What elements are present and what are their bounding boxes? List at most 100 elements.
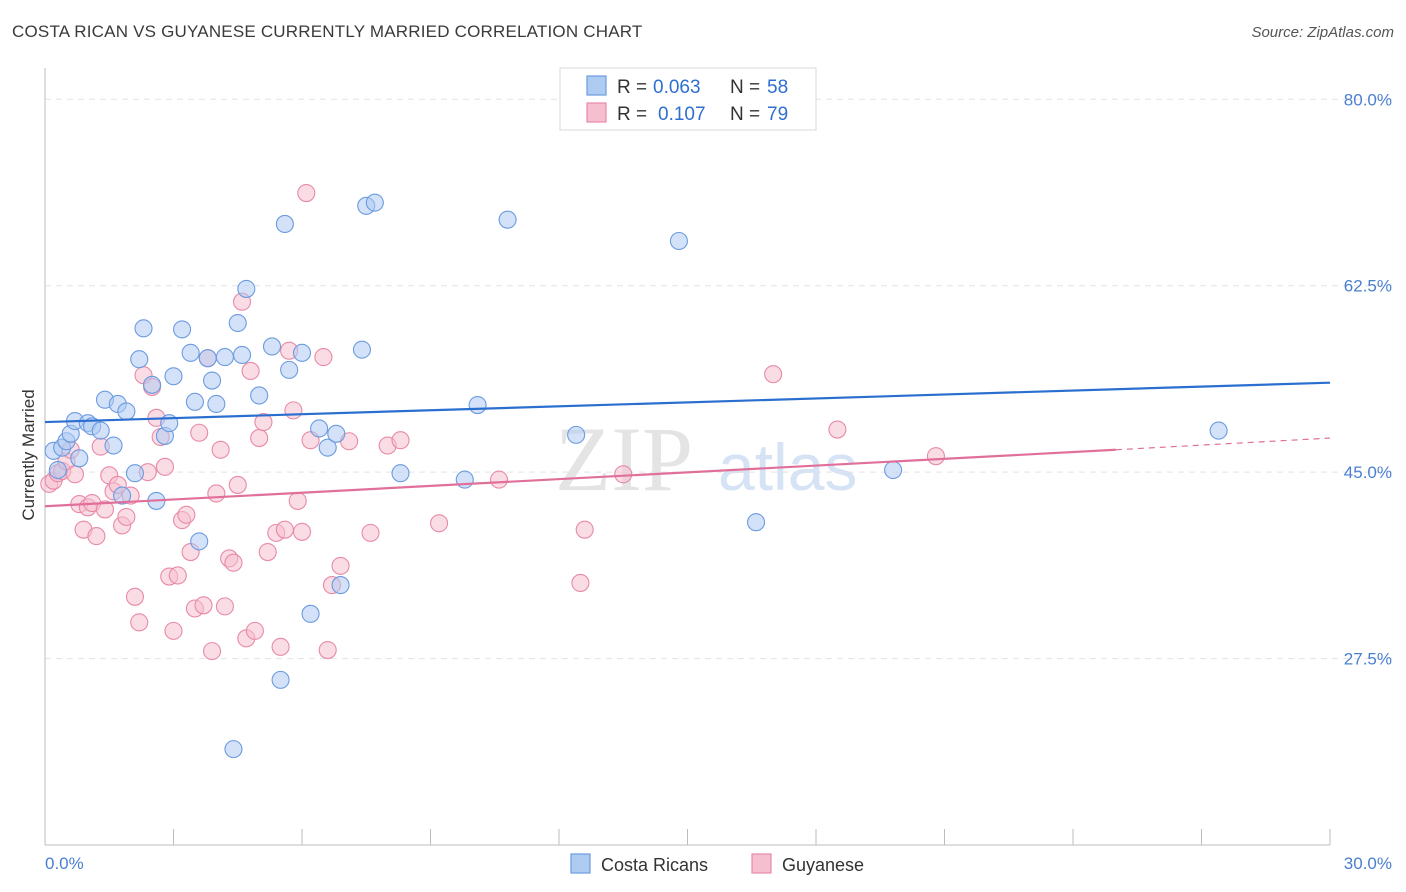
x-tick-label: 0.0% [45, 854, 84, 873]
costa-ricans-point [198, 349, 217, 368]
axes [44, 68, 1331, 846]
costa-ricans-point [331, 576, 350, 595]
costa-ricans-point [181, 343, 200, 362]
y-tick-label: 45.0% [1344, 463, 1392, 482]
guyanese-point [241, 361, 260, 381]
legend-r-label: R = [617, 77, 647, 98]
guyanese-point [164, 621, 183, 640]
y-tick-labels: 27.5% 45.0% 62.5% 80.0% [1344, 90, 1392, 668]
costa-ricans-trend-line [44, 381, 1331, 424]
guyanese-point [130, 613, 149, 632]
legend-r-value: 0.063 [653, 77, 701, 98]
y-tick-label: 27.5% [1344, 650, 1392, 669]
guyanese-point [228, 475, 247, 494]
costa-ricans-point [271, 670, 290, 689]
guyanese-point [177, 505, 196, 524]
guyanese-point [203, 642, 222, 661]
guyanese-point [211, 440, 230, 459]
source-label: Source: ZipAtlas.com [1251, 24, 1394, 41]
legend-swatch-costa-ricans [586, 75, 607, 96]
costa-ricans-point [228, 313, 247, 333]
costa-ricans-point [250, 386, 269, 405]
guyanese-point [271, 637, 290, 656]
costa-ricans-point [130, 350, 149, 369]
y-axis-label: Currently Married [19, 389, 38, 520]
guyanese-point [117, 507, 136, 526]
costa-ricans-point [292, 343, 312, 362]
costa-ricans-point [567, 425, 586, 444]
guyanese-trend-line [44, 448, 1116, 508]
watermark-zip: ZIP [555, 408, 693, 510]
legend: R = 0.063 N = 58 R = 0.107 N = 79 [559, 67, 817, 131]
legend-n-value: 79 [767, 104, 788, 125]
costa-ricans-point [746, 513, 766, 532]
chart-title: COSTA RICAN VS GUYANESE CURRENTLY MARRIE… [12, 22, 643, 41]
costa-ricans-point [134, 319, 153, 338]
costa-ricans-point [262, 337, 282, 356]
costa-ricans-point [207, 394, 226, 414]
guyanese-point [207, 484, 226, 503]
y-tick-label: 62.5% [1344, 277, 1392, 296]
x-tick-labels: 0.0% 30.0% [45, 854, 1392, 873]
guyanese-point [194, 596, 213, 615]
costa-ricans-point [224, 740, 243, 759]
guyanese-point [168, 566, 187, 585]
costa-ricans-point [70, 449, 89, 468]
guyanese-point [314, 348, 333, 367]
legend-r-label: R = [617, 104, 647, 125]
y-tick-label: 80.0% [1344, 90, 1392, 109]
guyanese-point [926, 447, 945, 466]
guyanese-point [95, 500, 115, 519]
guyanese-point [318, 641, 337, 660]
trend-lines [44, 381, 1331, 508]
legend-n-label: N = [730, 104, 760, 125]
costa-ricans-point [301, 604, 320, 623]
guyanese-trend-line-extension [1115, 437, 1331, 451]
guyanese-point [331, 556, 350, 575]
costa-ricans-point [173, 320, 192, 339]
legend-r-value: 0.107 [658, 104, 706, 125]
guyanese-point [87, 527, 106, 546]
guyanese-point [284, 401, 303, 420]
costa-ricans-point [143, 375, 162, 394]
guyanese-point [288, 491, 307, 510]
costa-ricans-point [280, 360, 299, 379]
costa-ricans-point [310, 419, 329, 438]
guyanese-point [125, 587, 144, 606]
guyanese-point [764, 365, 783, 384]
costa-ricans-point [190, 532, 209, 551]
guyanese-point [297, 184, 316, 203]
guyanese-point [215, 597, 234, 616]
costa-ricans-point [391, 464, 410, 483]
costa-ricans-point [48, 460, 67, 480]
guyanese-point [275, 520, 294, 539]
bottom-legend-costa-ricans: Costa Ricans [601, 855, 708, 875]
costa-ricans-point [669, 231, 688, 251]
x-tick-label: 30.0% [1344, 854, 1392, 873]
guyanese-point [224, 553, 243, 572]
guyanese-point [254, 413, 273, 432]
costa-ricans-point [468, 395, 487, 415]
costa-ricans-point [318, 438, 337, 457]
costa-ricans-point [327, 424, 346, 443]
guyanese-point [430, 514, 449, 533]
legend-n-label: N = [730, 77, 760, 98]
guyanese-point [155, 457, 174, 476]
costa-ricans-point [125, 464, 144, 483]
guyanese-point [250, 429, 269, 448]
costa-ricans-point [185, 392, 204, 411]
costa-ricans-point [215, 348, 234, 367]
bottom-legend-swatch-costa-ricans [570, 853, 591, 874]
costa-ricans-point [498, 210, 517, 229]
legend-n-value: 58 [767, 77, 788, 98]
costa-ricans-point [1209, 421, 1228, 440]
guyanese-point [245, 621, 264, 640]
guyanese-point [489, 470, 509, 489]
costa-ricans-point [455, 470, 474, 489]
guyanese-point [614, 465, 633, 484]
guyanese-point [361, 523, 380, 542]
costa-ricans-point [117, 402, 136, 421]
costa-ricans-point [884, 460, 903, 480]
costa-ricans-point [91, 421, 110, 440]
costa-ricans-point [275, 214, 294, 233]
